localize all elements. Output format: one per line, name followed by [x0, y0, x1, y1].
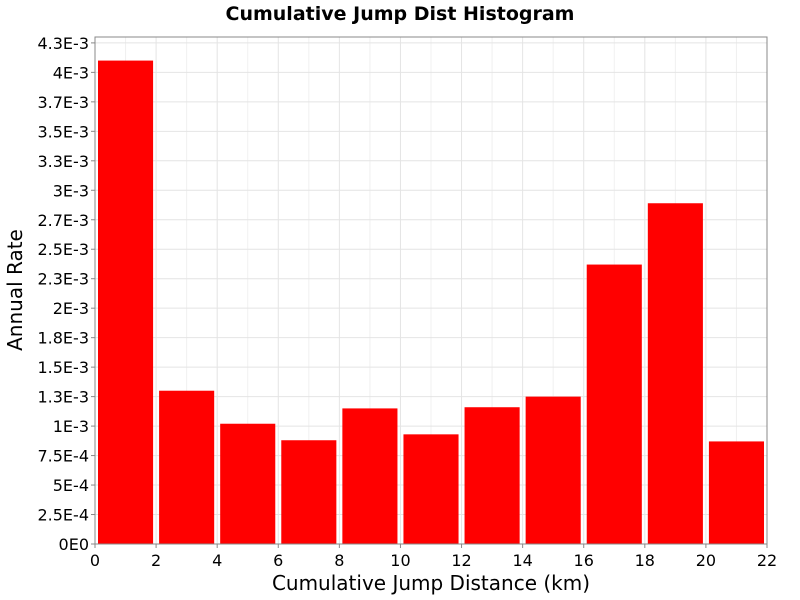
- y-tick-label: 4E-3: [53, 63, 89, 82]
- bar-2: [220, 423, 276, 544]
- x-tick-label: 6: [273, 551, 283, 570]
- y-tick-label: 0E0: [59, 535, 89, 554]
- y-tick-label: 2.5E-4: [37, 506, 89, 525]
- bar-10: [708, 441, 764, 544]
- x-tick-label: 4: [212, 551, 222, 570]
- y-tick-label: 1E-3: [53, 417, 89, 436]
- y-tick-label: 3.5E-3: [37, 122, 89, 141]
- y-axis-label: Annual Rate: [3, 229, 27, 351]
- y-tick-label: 5E-4: [53, 476, 89, 495]
- bar-5: [403, 434, 459, 544]
- y-tick-label: 1.3E-3: [37, 388, 89, 407]
- y-tick-label: 1.8E-3: [37, 329, 89, 348]
- y-tick-label: 4.3E-3: [37, 34, 89, 53]
- x-tick-label: 14: [512, 551, 532, 570]
- x-tick-label: 8: [334, 551, 344, 570]
- bar-6: [464, 407, 520, 544]
- bar-4: [342, 408, 398, 544]
- x-tick-label: 16: [574, 551, 594, 570]
- plot-frame: [94, 36, 768, 545]
- y-tick-label: 2.3E-3: [37, 270, 89, 289]
- bar-3: [281, 440, 337, 544]
- y-tick-label: 3E-3: [53, 181, 89, 200]
- bar-9: [647, 203, 703, 544]
- bar-7: [525, 396, 581, 544]
- x-tick-label: 2: [151, 551, 161, 570]
- y-tick-label: 3.7E-3: [37, 93, 89, 112]
- bar-0: [98, 60, 154, 545]
- x-tick-label: 20: [696, 551, 716, 570]
- y-tick-label: 1.5E-3: [37, 358, 89, 377]
- y-tick-label: 3.3E-3: [37, 152, 89, 171]
- y-tick-label: 7.5E-4: [37, 447, 89, 466]
- bar-1: [159, 390, 215, 544]
- x-axis-label: Cumulative Jump Distance (km): [272, 571, 590, 595]
- x-tick-label: 22: [757, 551, 777, 570]
- x-tick-label: 12: [451, 551, 471, 570]
- x-tick-label: 18: [635, 551, 655, 570]
- x-axis-ticks: 0 2 4 6 8 10 12 14 16 18 20 22: [90, 544, 777, 570]
- y-tick-label: 2E-3: [53, 299, 89, 318]
- x-tick-label: 0: [90, 551, 100, 570]
- bar-8: [586, 264, 642, 544]
- y-tick-label: 2.5E-3: [37, 240, 89, 259]
- x-tick-label: 10: [390, 551, 410, 570]
- bars: [98, 60, 764, 545]
- chart-title: Cumulative Jump Dist Histogram: [226, 3, 575, 25]
- y-axis-ticks: 0E0 2.5E-4 5E-4 7.5E-4 1E-3 1.3E-3 1.5E-3 1.8E-…: [37, 34, 95, 554]
- y-tick-label: 2.7E-3: [37, 211, 89, 230]
